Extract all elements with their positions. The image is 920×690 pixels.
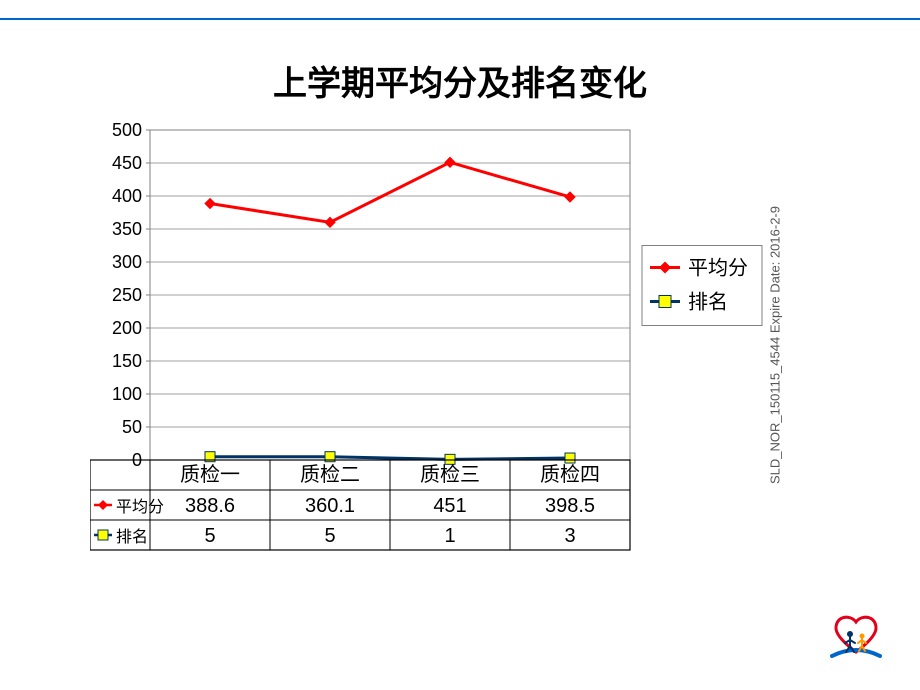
svg-text:3: 3 [564, 525, 575, 547]
svg-text:质检四: 质检四 [540, 463, 600, 486]
svg-text:质检一: 质检一 [180, 463, 240, 486]
svg-text:360.1: 360.1 [305, 495, 355, 517]
svg-text:质检二: 质检二 [300, 463, 360, 486]
svg-text:100: 100 [112, 384, 142, 404]
svg-text:5: 5 [324, 525, 335, 547]
watermark-text: SLD_NOR_150115_4544 Expire Date: 2016-2-… [768, 206, 783, 484]
footer-logo-icon [828, 610, 884, 666]
svg-text:451: 451 [433, 495, 466, 517]
slide-title: 上学期平均分及排名变化 [0, 56, 920, 105]
svg-text:平均分: 平均分 [688, 257, 748, 280]
svg-text:质检三: 质检三 [420, 463, 480, 486]
line-chart: 050100150200250300350400450500质检一质检二质检三质… [90, 120, 850, 590]
svg-text:350: 350 [112, 219, 142, 239]
svg-text:250: 250 [112, 285, 142, 305]
svg-text:50: 50 [122, 417, 142, 437]
top-divider [0, 18, 920, 20]
svg-text:300: 300 [112, 252, 142, 272]
svg-text:150: 150 [112, 351, 142, 371]
chart-container: 050100150200250300350400450500质检一质检二质检三质… [90, 120, 850, 590]
svg-text:500: 500 [112, 120, 142, 140]
svg-text:1: 1 [444, 525, 455, 547]
svg-text:388.6: 388.6 [185, 495, 235, 517]
svg-text:450: 450 [112, 153, 142, 173]
svg-text:平均分: 平均分 [116, 498, 164, 516]
svg-text:排名: 排名 [116, 528, 148, 546]
svg-text:排名: 排名 [688, 291, 728, 314]
svg-text:400: 400 [112, 186, 142, 206]
svg-text:398.5: 398.5 [545, 495, 595, 517]
svg-text:200: 200 [112, 318, 142, 338]
svg-text:5: 5 [204, 525, 215, 547]
